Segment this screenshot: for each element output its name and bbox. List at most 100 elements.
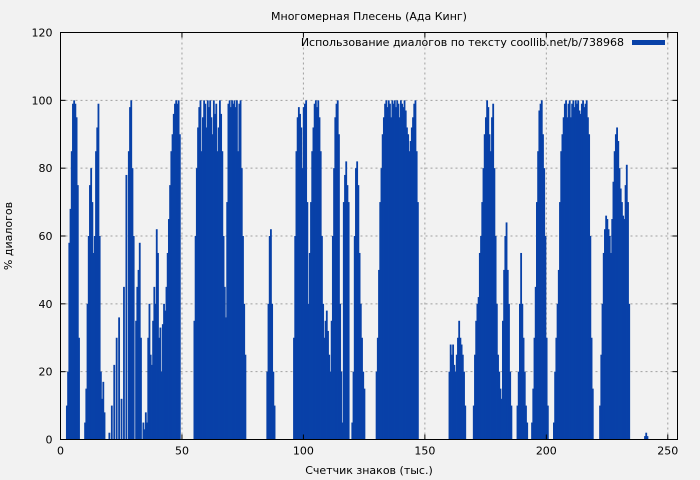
- bar: [296, 117, 299, 440]
- y-tick-label: 20: [39, 366, 53, 379]
- bar: [171, 134, 174, 440]
- bar: [69, 208, 72, 440]
- bar: [607, 229, 610, 440]
- bar: [194, 236, 197, 440]
- bar: [517, 371, 520, 440]
- bar: [584, 103, 587, 440]
- bar: [167, 219, 170, 440]
- bar: [486, 100, 489, 440]
- bar: [157, 252, 159, 440]
- bar: [539, 103, 542, 440]
- bar: [498, 371, 501, 440]
- bar: [499, 388, 502, 440]
- bar: [625, 164, 628, 440]
- bar: [409, 141, 412, 440]
- bar: [644, 436, 646, 440]
- bar: [102, 381, 105, 440]
- bar: [234, 107, 237, 440]
- bar: [645, 432, 648, 440]
- bar: [406, 127, 408, 440]
- bar: [227, 103, 230, 440]
- y-tick-label: 40: [39, 298, 53, 311]
- bar: [453, 364, 456, 440]
- bar: [413, 103, 416, 440]
- bar: [110, 405, 113, 440]
- bar: [385, 100, 388, 440]
- bar: [243, 303, 246, 440]
- bar: [546, 405, 549, 440]
- bar: [489, 151, 492, 440]
- bar: [199, 100, 202, 440]
- bar: [339, 303, 342, 440]
- bar: [178, 134, 181, 440]
- bar: [399, 100, 402, 440]
- bar: [273, 405, 276, 440]
- bar: [214, 113, 216, 440]
- bar: [342, 202, 345, 440]
- bar: [125, 174, 128, 440]
- bar: [233, 100, 236, 440]
- bar: [160, 371, 163, 440]
- bar: [174, 103, 176, 440]
- bar: [587, 117, 589, 440]
- bar: [209, 100, 212, 440]
- bar: [477, 297, 480, 440]
- bar: [521, 303, 524, 440]
- bar: [408, 151, 411, 440]
- bar: [304, 103, 306, 440]
- bar: [295, 151, 298, 440]
- bar: [361, 337, 363, 440]
- bar: [175, 100, 178, 440]
- bar: [559, 202, 561, 440]
- bar: [407, 134, 410, 440]
- bar: [239, 100, 242, 440]
- bar: [164, 310, 167, 440]
- bar: [378, 269, 380, 440]
- bar: [472, 405, 475, 440]
- bar: [614, 134, 617, 440]
- bar: [415, 151, 418, 440]
- bar: [463, 371, 465, 440]
- bar: [484, 117, 487, 440]
- bar: [416, 202, 419, 440]
- bar: [198, 107, 201, 440]
- bar: [494, 236, 497, 440]
- bar: [389, 103, 391, 440]
- bar: [391, 100, 394, 440]
- bar: [154, 303, 157, 440]
- bar: [478, 252, 481, 440]
- bar: [574, 100, 577, 440]
- bar: [331, 236, 334, 440]
- bar: [402, 107, 405, 440]
- bar: [297, 107, 300, 440]
- bar: [540, 100, 543, 440]
- bar: [216, 151, 219, 440]
- bar: [222, 236, 225, 440]
- bar: [606, 219, 609, 440]
- bar: [381, 134, 384, 440]
- bar: [149, 354, 152, 440]
- x-tick-label: 0: [57, 445, 64, 458]
- bars: [65, 100, 649, 440]
- bar: [376, 337, 379, 440]
- bar: [313, 103, 316, 440]
- bar: [323, 337, 326, 440]
- bar: [324, 320, 327, 440]
- bar: [65, 405, 68, 440]
- bar: [220, 113, 223, 440]
- bar: [268, 236, 271, 440]
- x-tick-label: 100: [293, 445, 314, 458]
- bar: [487, 107, 490, 440]
- bar: [532, 388, 535, 440]
- bar: [561, 134, 564, 440]
- bar: [225, 317, 227, 440]
- bar: [336, 100, 339, 440]
- bar: [355, 168, 357, 440]
- bar: [341, 422, 344, 440]
- bar: [140, 337, 142, 440]
- bar: [163, 303, 165, 440]
- bar: [359, 303, 362, 440]
- bar: [545, 337, 548, 440]
- bar: [299, 113, 301, 440]
- bar: [322, 303, 325, 440]
